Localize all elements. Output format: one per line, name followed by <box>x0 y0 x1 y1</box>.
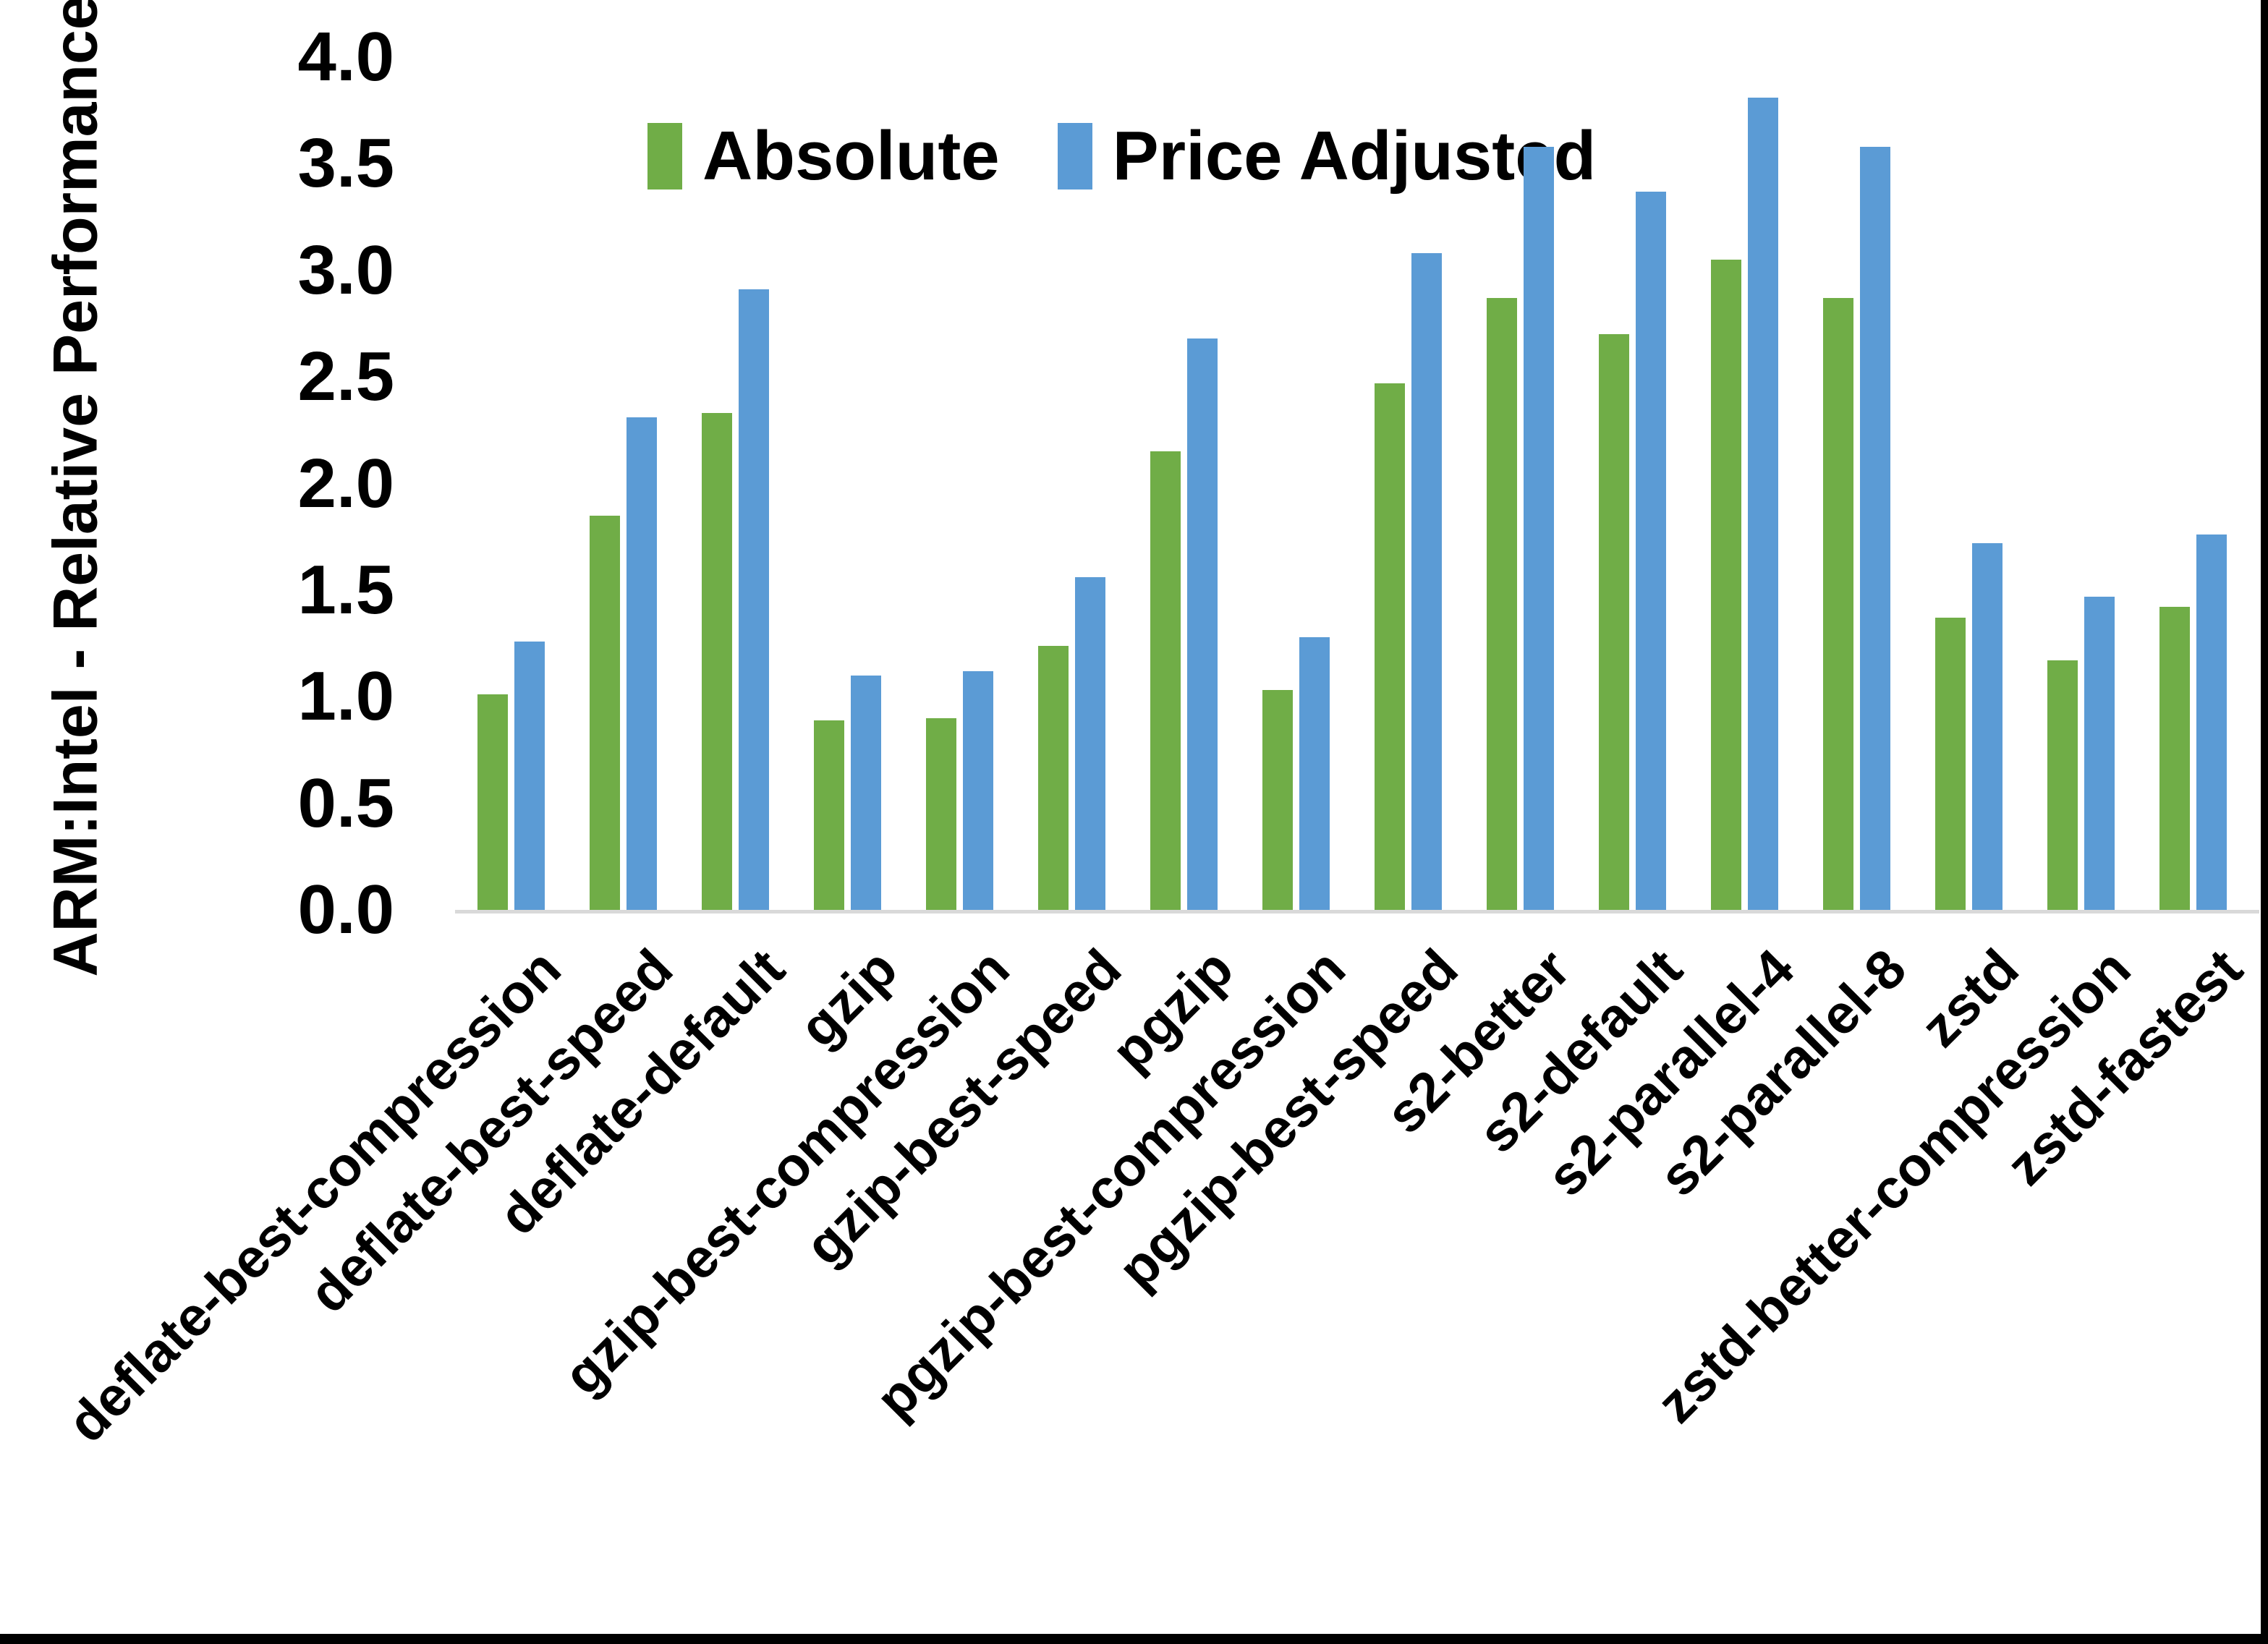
bar-price-adjusted-pgzip-best-compression <box>1299 637 1330 910</box>
bar-price-adjusted-s2-default <box>1636 192 1666 910</box>
y-tick-label: 1.0 <box>297 657 394 736</box>
bar-absolute-zstd-fastest <box>2159 607 2190 910</box>
bar-price-adjusted-s2-better <box>1524 147 1554 910</box>
bar-absolute-s2-parallel-4 <box>1711 260 1741 910</box>
bar-absolute-pgzip <box>1150 451 1181 910</box>
bar-price-adjusted-zstd-better-compression <box>2084 597 2115 910</box>
legend-label-price-adjusted: Price Adjusted <box>1112 117 1597 195</box>
bar-absolute-deflate-best-speed <box>590 516 620 910</box>
bar-price-adjusted-gzip-best-compression <box>963 671 993 910</box>
bar-absolute-deflate-default <box>702 413 732 910</box>
y-axis-title-text: ARM:Intel - Relative Performance <box>41 0 111 977</box>
bar-absolute-s2-default <box>1599 334 1629 910</box>
legend-swatch-price-adjusted-icon <box>1057 123 1092 189</box>
bar-absolute-gzip <box>814 720 844 910</box>
bar-absolute-zstd-better-compression <box>2047 660 2078 910</box>
y-tick-label: 3.0 <box>297 231 394 309</box>
bar-price-adjusted-gzip <box>851 676 881 910</box>
bar-price-adjusted-deflate-best-compression <box>514 642 545 910</box>
legend-item-price-adjusted: Price Adjusted <box>1057 117 1597 195</box>
bar-price-adjusted-pgzip <box>1187 338 1218 910</box>
bar-absolute-pgzip-best-compression <box>1262 690 1293 910</box>
bar-price-adjusted-pgzip-best-speed <box>1411 253 1442 910</box>
bar-price-adjusted-gzip-best-speed <box>1075 577 1105 910</box>
x-axis-line <box>455 910 2259 913</box>
bar-price-adjusted-zstd-fastest <box>2196 534 2227 910</box>
y-tick-label: 1.5 <box>297 550 394 629</box>
y-tick-label: 0.5 <box>297 764 394 842</box>
bar-absolute-pgzip-best-speed <box>1375 383 1405 910</box>
legend-label-absolute: Absolute <box>702 117 1000 195</box>
legend: Absolute Price Adjusted <box>647 122 1596 191</box>
bar-absolute-gzip-best-compression <box>926 718 956 910</box>
y-tick-label: 2.5 <box>297 338 394 416</box>
bar-price-adjusted-deflate-default <box>739 289 769 910</box>
legend-item-absolute: Absolute <box>647 122 1000 191</box>
y-tick-label: 3.5 <box>297 124 394 203</box>
legend-swatch-absolute-icon <box>647 123 682 189</box>
bar-absolute-s2-parallel-8 <box>1823 298 1853 910</box>
bar-price-adjusted-zstd <box>1972 543 2002 910</box>
bar-price-adjusted-s2-parallel-8 <box>1860 147 1890 910</box>
bar-price-adjusted-s2-parallel-4 <box>1748 98 1778 910</box>
bar-absolute-zstd <box>1935 618 1966 910</box>
bar-absolute-s2-better <box>1487 298 1517 910</box>
bar-absolute-deflate-best-compression <box>477 694 508 910</box>
y-tick-label: 2.0 <box>297 444 394 522</box>
bar-price-adjusted-deflate-best-speed <box>627 417 657 910</box>
y-tick-label: 0.0 <box>297 871 394 948</box>
bar-absolute-gzip-best-speed <box>1038 646 1069 910</box>
y-tick-label: 4.0 <box>297 18 394 95</box>
